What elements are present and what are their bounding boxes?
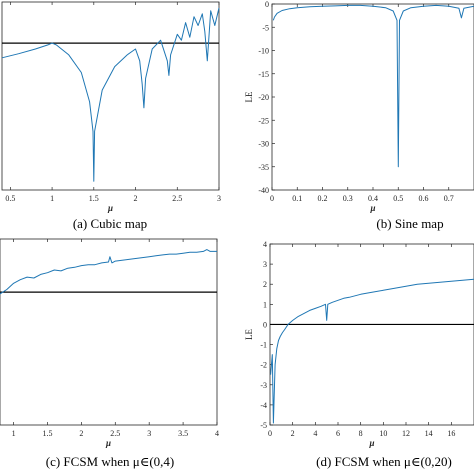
x-tick-label: 10 [379,429,387,438]
panel-c-fcsm-0-4: 1 1.5 2 2.5 3 3.5 4 μ (c) FCSM when μ∈(0,4) [0,238,219,469]
y-tick-label: -40 [258,186,269,195]
x-tick-label: 0.1 [292,194,302,203]
plot-frame [1,1,220,191]
y-axis-label: LE [244,329,254,340]
lyapunov-exponent-line [272,4,474,168]
x-tick-label: 1 [50,194,54,203]
y-tick-label: -2 [260,361,267,370]
x-tick-label: 12 [402,429,410,438]
x-tick-label: 0.2 [318,194,328,203]
x-tick-label: 0.7 [444,194,454,203]
plot-frame [0,238,218,426]
y-tick-label: -5 [262,23,269,32]
y-axis-label: LE [244,91,254,102]
plot-frame [269,243,474,426]
panel-caption: (b) Sine map [376,216,443,231]
y-tick-label: -1 [260,341,267,350]
lyapunov-exponent-line [1,7,220,182]
x-tick-label: 2.5 [110,429,120,438]
y-tick-label: -5 [260,421,267,430]
x-axis-label: μ [368,438,374,448]
x-tick-label: 16 [447,429,455,438]
panel-caption: (c) FCSM when μ∈(0,4) [46,454,175,469]
x-tick-label: 1 [12,429,16,438]
y-tick-label: -4 [260,401,267,410]
y-tick-label: -25 [258,116,269,125]
lyapunov-exponent-line [270,278,474,424]
x-tick-label: 2 [291,429,295,438]
x-tick-label: 1.5 [42,429,52,438]
x-tick-label: 14 [425,429,433,438]
x-tick-label: 6 [336,429,340,438]
y-tick-label: -30 [258,140,269,149]
x-tick-label: 0.3 [343,194,353,203]
x-tick-label: 0.5 [393,194,403,203]
y-tick-label: 3 [263,260,267,269]
panel-caption: (a) Cubic map [73,216,147,231]
x-tick-label: 2 [79,429,83,438]
y-tick-label: -15 [258,70,269,79]
y-tick-label: -20 [258,93,269,102]
x-tick-label: 3.5 [178,429,188,438]
x-tick-label: 3 [147,429,151,438]
x-tick-label: 1.5 [89,194,99,203]
y-tick-label: 2 [263,280,267,289]
panel-a-cubic-map: 0.5 1 1.5 2 2.5 3 μ (a) Cubic map [1,1,221,231]
lyapunov-exponent-line [0,249,217,295]
y-tick-label: -35 [258,163,269,172]
x-tick-label: 2.5 [172,194,182,203]
y-tick-label: 4 [263,240,267,249]
x-tick-label: 4 [313,429,317,438]
x-tick-label: 2 [134,194,138,203]
y-tick-label: -10 [258,47,269,56]
x-axis-label: μ [107,203,113,213]
panel-b-sine-map: 0 0.1 0.2 0.3 0.4 0.5 0.6 0.7 0 -5 -10 -15 -20 -25 -30… [244,0,474,231]
x-tick-label: 8 [359,429,363,438]
y-tick-label: 0 [263,320,267,329]
panel-caption: (d) FCSM when μ∈(0,20) [316,454,452,469]
plot-frame [271,3,474,191]
x-tick-label: 4 [215,429,219,438]
y-tick-label: -3 [260,381,267,390]
y-tick-label: 1 [263,300,267,309]
x-tick-label: 0.6 [419,194,429,203]
x-tick-label: 0.5 [5,194,15,203]
x-tick-label: 0 [270,194,274,203]
x-axis-label: μ [105,438,111,448]
y-tick-label: 0 [265,0,269,9]
x-tick-label: 3 [217,194,221,203]
x-tick-label: 0.4 [368,194,378,203]
x-tick-label: 0 [268,429,272,438]
x-axis-label: μ [369,203,375,213]
